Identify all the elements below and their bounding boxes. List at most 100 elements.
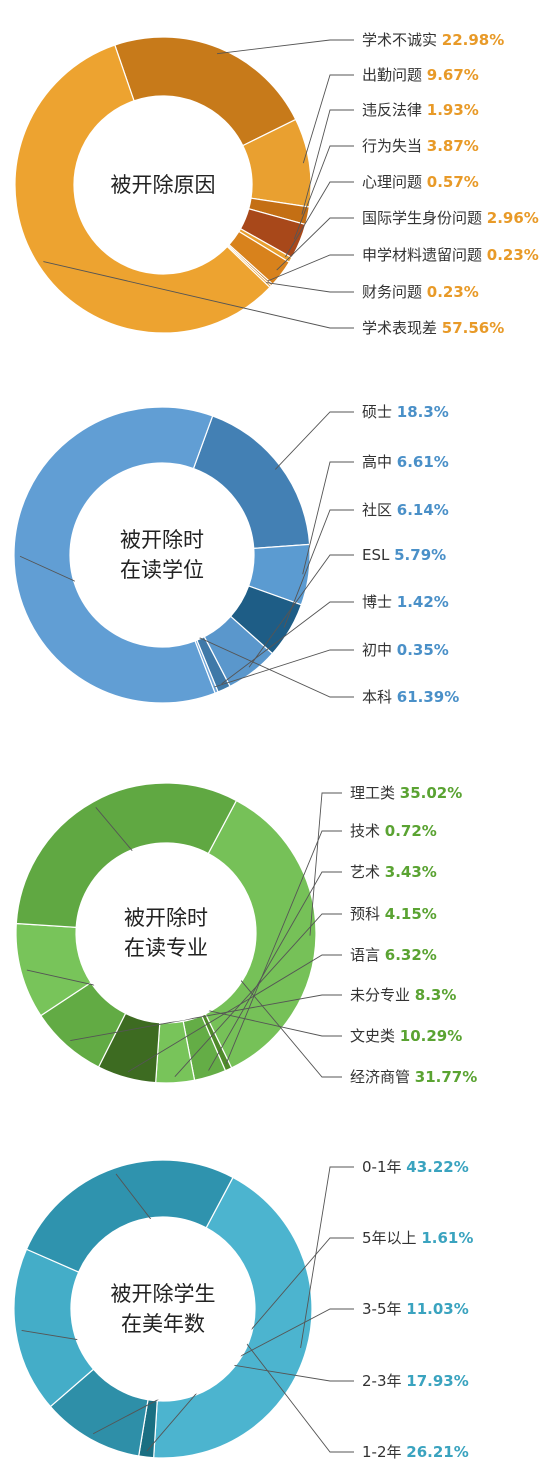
- chart-3-legend-item-6: 未分专业 8.3%: [350, 986, 456, 1004]
- chart-1-slice-9: [14, 44, 271, 334]
- chart-3-leader-line-4: [174, 913, 342, 1078]
- chart-1-legend-item-7: 申学材料遗留问题 0.23%: [362, 246, 539, 264]
- chart-1-legend-item-2: 出勤问题 9.67%: [362, 66, 479, 84]
- chart-3-value-label: 31.77%: [415, 1068, 477, 1086]
- chart-1-value-label: 57.56%: [442, 319, 504, 337]
- chart-4-value-label: 43.22%: [406, 1158, 468, 1176]
- chart-2-legend-item-1: 硕士 18.3%: [362, 403, 449, 421]
- chart-1-category-label: 违反法律: [362, 101, 427, 119]
- chart-1-value-label: 0.57%: [427, 173, 479, 191]
- chart-4-legend-item-4: 2-3年 17.93%: [362, 1372, 469, 1390]
- chart-2-category-label: 社区: [362, 501, 397, 519]
- chart-1-leader-line-5: [285, 181, 354, 258]
- chart-3-center-title-line-2: 在读专业: [124, 936, 208, 960]
- chart-1-category-label: 学术不诚实: [362, 31, 442, 49]
- chart-2-value-label: 6.61%: [397, 453, 449, 471]
- chart-2-value-label: 61.39%: [397, 688, 459, 706]
- chart-4-legend-item-5: 1-2年 26.21%: [362, 1443, 469, 1461]
- chart-2-center-hole: [71, 464, 253, 646]
- chart-1-value-label: 0.23%: [487, 246, 539, 264]
- chart-1-legend-item-3: 违反法律 1.93%: [362, 101, 479, 119]
- chart-3-center-title-line-1: 被开除时: [124, 906, 208, 930]
- chart-2-value-label: 0.35%: [397, 641, 449, 659]
- chart-1-legend-item-4: 行为失当 3.87%: [362, 137, 479, 155]
- chart-2-legend-item-7: 本科 61.39%: [362, 688, 459, 706]
- chart-2-leader-line-2: [302, 461, 354, 575]
- chart-1-legend-item-5: 心理问题 0.57%: [362, 173, 479, 191]
- chart-4-category-label: 1-2年: [362, 1443, 406, 1461]
- chart-2-value-label: 6.14%: [397, 501, 449, 519]
- chart-2-value-label: 18.3%: [397, 403, 449, 421]
- chart-2-category-label: ESL: [362, 546, 394, 564]
- chart-1-value-label: 3.87%: [427, 137, 479, 155]
- chart-3-value-label: 10.29%: [400, 1027, 462, 1045]
- chart-4-slice-1: [153, 1176, 313, 1459]
- chart-3-category-label: 经济商管: [350, 1068, 415, 1086]
- chart-3-legend-item-8: 经济商管 31.77%: [350, 1068, 477, 1086]
- chart-4-leader-line-1: [300, 1166, 354, 1348]
- chart-2-center-title-line-2: 在读学位: [120, 558, 204, 582]
- chart-4-value-label: 11.03%: [406, 1300, 468, 1318]
- chart-1-leader-line-1: [216, 39, 354, 55]
- chart-1-center-hole: [75, 97, 251, 273]
- chart-1-leader-line-8: [266, 282, 354, 293]
- chart-2-legend-item-4: ESL 5.79%: [362, 546, 446, 564]
- chart-2-legend-item-3: 社区 6.14%: [362, 501, 449, 519]
- chart-4-category-label: 0-1年: [362, 1158, 406, 1176]
- chart-3-leader-line-1: [309, 792, 342, 936]
- chart-2-category-label: 硕士: [362, 403, 397, 421]
- chart-1-legend-item-6: 国际学生身份问题 2.96%: [362, 209, 539, 227]
- chart-4-value-label: 1.61%: [421, 1229, 473, 1247]
- chart-2-legend-item-5: 博士 1.42%: [362, 593, 449, 611]
- chart-4-category-label: 2-3年: [362, 1372, 406, 1390]
- chart-4-legend-item-3: 3-5年 11.03%: [362, 1300, 469, 1318]
- chart-1-legend-item-9: 学术表现差 57.56%: [362, 319, 504, 337]
- chart-1-leader-line-7: [267, 254, 354, 282]
- chart-1-category-label: 行为失当: [362, 137, 427, 155]
- chart-3-leader-line-3: [208, 871, 342, 1071]
- chart-3-legend-item-5: 语言 6.32%: [350, 946, 437, 964]
- chart-1-leader-line-4: [293, 145, 354, 240]
- chart-3-value-label: 35.02%: [400, 784, 462, 802]
- chart-1-leader-line-2: [302, 74, 354, 164]
- chart-3-leader-line-6: [70, 994, 342, 1042]
- chart-3-legend-item-7: 文史类 10.29%: [350, 1027, 462, 1045]
- chart-3-category-label: 未分专业: [350, 986, 415, 1004]
- chart-3-legend-item-2: 技术 0.72%: [350, 822, 437, 840]
- chart-1-category-label: 申学材料遗留问题: [362, 246, 487, 264]
- chart-2-legend-item-6: 初中 0.35%: [362, 641, 449, 659]
- chart-4-center-title-line-1: 被开除学生: [111, 1282, 216, 1306]
- chart-2-leader-line-1: [274, 411, 354, 470]
- chart-1-value-label: 1.93%: [427, 101, 479, 119]
- chart-3-legend-item-3: 艺术 3.43%: [350, 863, 437, 881]
- chart-1-category-label: 财务问题: [362, 283, 427, 301]
- chart-4-category-label: 3-5年: [362, 1300, 406, 1318]
- chart-2-value-label: 1.42%: [397, 593, 449, 611]
- chart-4-value-label: 26.21%: [406, 1443, 468, 1461]
- chart-3-category-label: 预科: [350, 905, 385, 923]
- chart-2-category-label: 高中: [362, 453, 397, 471]
- chart-1-legend-item-8: 财务问题 0.23%: [362, 283, 479, 301]
- chart-2-leader-line-5: [221, 601, 354, 685]
- chart-1-value-label: 22.98%: [442, 31, 504, 49]
- chart-3-category-label: 语言: [350, 946, 385, 964]
- chart-1-category-label: 学术表现差: [362, 319, 442, 337]
- chart-3-category-label: 理工类: [350, 784, 400, 802]
- chart-4-center-title-line-2: 在美年数: [121, 1312, 205, 1336]
- chart-4-value-label: 17.93%: [406, 1372, 468, 1390]
- chart-3-leader-line-5: [127, 954, 342, 1073]
- chart-3-value-label: 6.32%: [385, 946, 437, 964]
- chart-3-slice-8: [15, 782, 238, 928]
- chart-1-leader-line-3: [301, 109, 354, 215]
- chart-3-category-label: 艺术: [350, 863, 385, 881]
- donut-chart-4: 0-1年 43.22% 5年以上 1.61% 3-5年 11.03% 2-3年 17.…: [13, 1158, 473, 1461]
- chart-1-value-label: 0.23%: [427, 283, 479, 301]
- chart-3-legend-item-4: 预科 4.15%: [350, 905, 437, 923]
- chart-3-value-label: 8.3%: [415, 986, 457, 1004]
- chart-3-legend-item-1: 理工类 35.02%: [350, 784, 462, 802]
- chart-2-leader-line-4: [248, 554, 354, 668]
- chart-1-category-label: 出勤问题: [362, 66, 427, 84]
- chart-2-slice-7: [13, 406, 216, 704]
- chart-3-category-label: 文史类: [350, 1027, 400, 1045]
